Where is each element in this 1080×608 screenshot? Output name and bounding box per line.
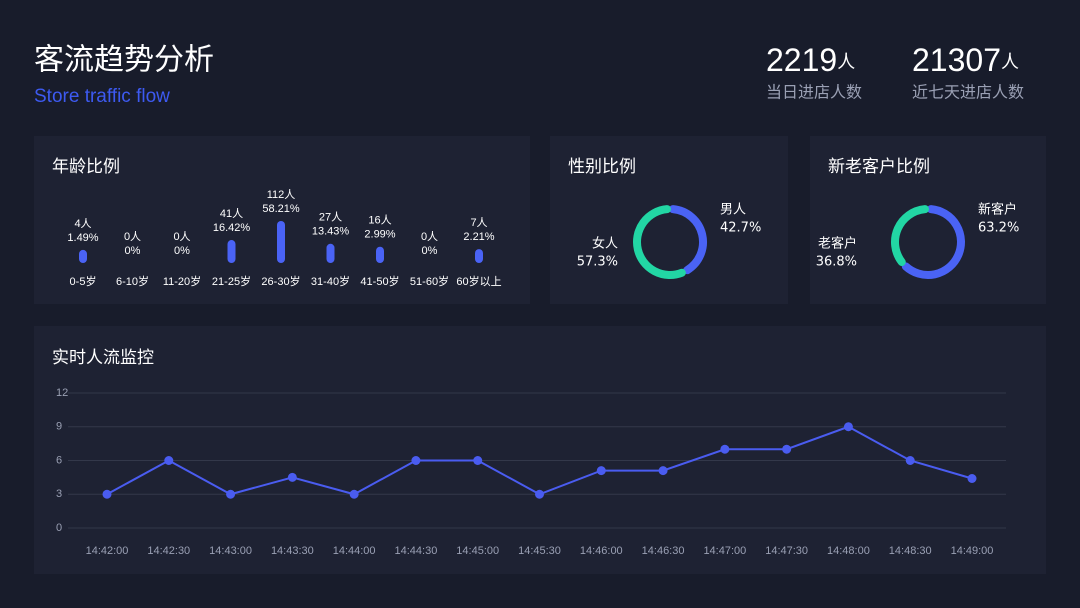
point — [102, 489, 112, 499]
category-label: 60岁以上 — [456, 274, 501, 288]
value-label: 63.2% — [978, 221, 1019, 236]
x-tick-label: 14:45:30 — [518, 545, 561, 557]
point — [473, 456, 483, 465]
point — [720, 444, 730, 454]
value-label: 42.7% — [720, 221, 761, 236]
donut-arc — [901, 205, 965, 279]
donut-arc — [633, 205, 686, 279]
percentage-label: 13.43% — [312, 226, 350, 238]
percentage-label: 16.42% — [213, 222, 251, 234]
stat-label: 近七天进店人数 — [912, 83, 1024, 102]
bar — [79, 249, 87, 263]
stat: 21307人 — [912, 42, 1019, 78]
value-label: 16人 — [368, 214, 391, 227]
value-label: 41人 — [220, 207, 243, 220]
bar — [475, 249, 483, 263]
page-subtitle: Store traffic flow — [34, 86, 170, 107]
y-tick-label: 12 — [56, 387, 68, 399]
x-tick-label: 14:43:30 — [271, 545, 314, 557]
x-tick-label: 14:43:00 — [209, 545, 252, 557]
legend-label: 新客户 — [978, 202, 1017, 218]
legend-label: 男人 — [720, 203, 746, 218]
point — [782, 444, 792, 454]
point — [349, 489, 359, 499]
x-tick-label: 14:46:00 — [580, 545, 623, 557]
category-label: 51-60岁 — [410, 274, 449, 288]
percentage-label: 1.49% — [67, 232, 98, 244]
value-label: 27人 — [319, 211, 342, 224]
percentage-label: 0% — [174, 245, 190, 257]
category-label: 6-10岁 — [116, 274, 149, 288]
value-label: 4人 — [74, 217, 91, 230]
category-label: 26-30岁 — [261, 274, 300, 288]
stat: 2219人 — [766, 42, 855, 78]
legend-label: 老客户 — [818, 236, 857, 252]
value-label: 0人 — [173, 230, 190, 243]
stat-label: 当日进店人数 — [766, 83, 862, 102]
category-label: 21-25岁 — [212, 274, 251, 288]
x-tick-label: 14:42:30 — [147, 545, 190, 557]
y-tick-label: 9 — [56, 421, 62, 433]
page-title: 客流趋势分析 — [34, 43, 214, 78]
bar — [326, 243, 335, 263]
y-tick-label: 3 — [56, 488, 62, 500]
donut-arc — [668, 205, 707, 275]
point — [905, 456, 915, 465]
x-tick-label: 14:45:00 — [456, 545, 499, 557]
legend-label: 女人 — [592, 236, 618, 252]
value-label: 112人 — [267, 188, 296, 201]
x-tick-label: 14:42:00 — [86, 545, 129, 557]
percentage-label: 0% — [125, 245, 141, 257]
point — [967, 474, 977, 483]
value-label: 7人 — [470, 216, 487, 229]
x-tick-label: 14:48:00 — [827, 545, 870, 557]
value-label: 36.8% — [816, 255, 857, 270]
percentage-label: 2.21% — [463, 231, 494, 243]
point — [658, 466, 668, 476]
value-label: 0人 — [124, 230, 141, 243]
bar — [376, 246, 384, 263]
percentage-label: 58.21% — [262, 203, 300, 215]
point — [226, 489, 236, 499]
stat-value: 2219 — [766, 42, 837, 78]
bar — [227, 240, 236, 263]
card-title: 新老客户比例 — [828, 157, 930, 177]
x-tick-label: 14:48:30 — [889, 545, 932, 557]
category-label: 41-50岁 — [360, 274, 399, 288]
category-label: 11-20岁 — [163, 274, 201, 288]
stat-unit: 人 — [1001, 52, 1019, 73]
point — [596, 466, 606, 476]
stat-unit: 人 — [837, 52, 855, 73]
y-tick-label: 6 — [56, 454, 62, 466]
percentage-label: 0% — [422, 245, 438, 257]
card — [34, 136, 530, 304]
x-tick-label: 14:46:30 — [642, 545, 685, 557]
percentage-label: 2.99% — [364, 229, 395, 241]
category-label: 31-40岁 — [311, 274, 350, 288]
value-label: 57.3% — [577, 255, 618, 270]
y-tick-label: 0 — [56, 522, 62, 534]
card — [34, 326, 1046, 574]
x-tick-label: 14:49:00 — [951, 545, 994, 557]
point — [164, 456, 174, 465]
stat-value: 21307 — [912, 42, 1001, 78]
x-tick-label: 14:47:00 — [703, 545, 746, 557]
donut-arc — [891, 205, 930, 267]
card-title: 年龄比例 — [52, 157, 120, 177]
card-title: 性别比例 — [568, 157, 636, 177]
x-tick-label: 14:44:30 — [395, 545, 438, 557]
x-tick-label: 14:44:00 — [333, 545, 376, 557]
value-label: 0人 — [421, 230, 438, 243]
x-tick-label: 14:47:30 — [765, 545, 808, 557]
point — [287, 472, 297, 482]
point — [843, 422, 853, 432]
category-label: 0-5岁 — [70, 274, 97, 288]
point — [535, 489, 544, 499]
point — [411, 456, 421, 465]
bar — [277, 221, 285, 263]
card-title: 实时人流监控 — [52, 348, 154, 368]
